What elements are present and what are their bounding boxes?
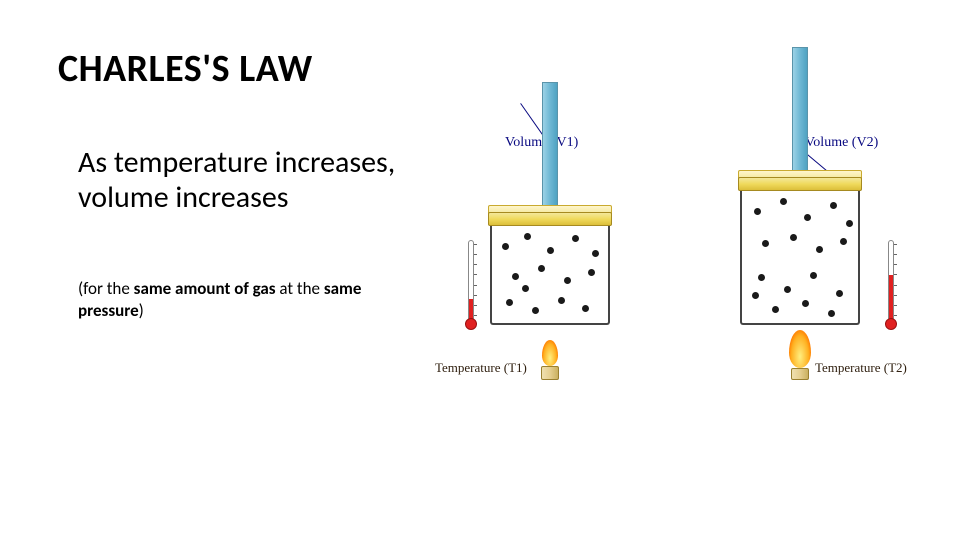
piston-rod-icon — [792, 47, 808, 187]
gas-particle-icon — [802, 300, 809, 307]
gas-particle-icon — [810, 272, 817, 279]
gas-particles-left — [492, 225, 608, 323]
gas-particle-icon — [592, 250, 599, 257]
diagram-state-t1: Volume (V1) Temperature (T1) — [435, 130, 675, 390]
volume-label-v2: Volume (V2) — [805, 135, 878, 151]
heat-source-right — [785, 330, 815, 380]
gas-particles-right — [742, 190, 858, 323]
gas-particle-icon — [830, 202, 837, 209]
gas-particle-icon — [512, 273, 519, 280]
slide-title: CHARLES'S LAW — [58, 46, 313, 92]
gas-particle-icon — [524, 233, 531, 240]
gas-particle-icon — [784, 286, 791, 293]
gas-particle-icon — [522, 285, 529, 292]
gas-particle-icon — [846, 220, 853, 227]
temperature-label-t2: Temperature (T2) — [815, 360, 907, 376]
gas-particle-icon — [547, 247, 554, 254]
gas-particle-icon — [840, 238, 847, 245]
gas-particle-icon — [754, 208, 761, 215]
gas-particle-icon — [762, 240, 769, 247]
gas-particle-icon — [752, 292, 759, 299]
gas-particle-icon — [558, 297, 565, 304]
law-statement: As temperature increases, volume increas… — [78, 145, 395, 216]
gas-particle-icon — [564, 277, 571, 284]
statement-line-2: volume increases — [78, 179, 289, 216]
thermometer-mercury — [889, 275, 893, 321]
candle-icon — [791, 368, 809, 380]
gas-particle-icon — [758, 274, 765, 281]
gas-particle-icon — [506, 299, 513, 306]
thermometer-bulb-icon — [885, 318, 897, 330]
thermometer-t1 — [465, 240, 477, 335]
gas-particle-icon — [804, 214, 811, 221]
piston-disc — [738, 177, 862, 191]
gas-particle-icon — [588, 269, 595, 276]
piston-rod-icon — [542, 82, 558, 222]
temperature-label-t1: Temperature (T1) — [435, 360, 527, 376]
statement-line-1: As temperature increases, — [78, 144, 395, 181]
gas-particle-icon — [532, 307, 539, 314]
law-condition: (for the same amount of gas at the same … — [78, 278, 418, 322]
condition-post: ) — [139, 300, 144, 321]
gas-particle-icon — [828, 310, 835, 317]
condition-pre: (for the — [78, 278, 134, 299]
gas-particle-icon — [816, 246, 823, 253]
charles-law-diagram: Volume (V1) Temperature (T1) — [435, 130, 925, 390]
gas-particle-icon — [772, 306, 779, 313]
gas-cylinder-right — [740, 190, 860, 325]
flame-icon — [789, 330, 811, 368]
gas-particle-icon — [582, 305, 589, 312]
heat-source-left — [535, 340, 565, 380]
diagram-state-t2: Volume (V2) Temperature (T2) — [685, 130, 925, 390]
condition-mid: at the — [276, 278, 324, 299]
gas-cylinder-left — [490, 225, 610, 325]
gas-particle-icon — [790, 234, 797, 241]
gas-particle-icon — [538, 265, 545, 272]
gas-particle-icon — [502, 243, 509, 250]
gas-particle-icon — [836, 290, 843, 297]
gas-particle-icon — [572, 235, 579, 242]
candle-icon — [541, 366, 559, 380]
flame-icon — [542, 340, 558, 366]
thermometer-t2 — [885, 240, 897, 335]
thermometer-ticks — [474, 244, 478, 316]
condition-bold-1: same amount of gas — [134, 278, 276, 299]
thermometer-ticks — [894, 244, 898, 316]
piston-disc — [488, 212, 612, 226]
gas-particle-icon — [780, 198, 787, 205]
thermometer-bulb-icon — [465, 318, 477, 330]
